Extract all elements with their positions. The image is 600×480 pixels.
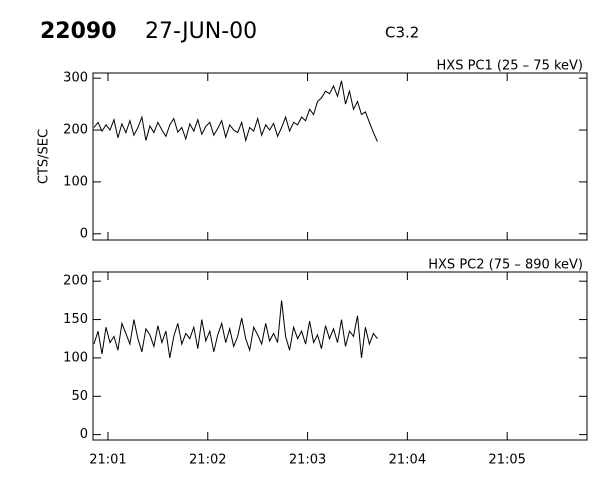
event-id: 22090	[40, 19, 117, 44]
y-axis-label: CTS/SEC	[37, 129, 52, 184]
panel-title: HXS PC2 (75 – 890 keV)	[428, 258, 583, 273]
plot-frame	[92, 72, 588, 241]
y-tick-label: 0	[80, 226, 88, 241]
x-tick-label: 21:03	[289, 453, 326, 468]
y-tick-label: 50	[71, 389, 88, 404]
y-tick-label: 200	[63, 123, 88, 138]
panel-title: HXS PC1 (25 – 75 keV)	[437, 59, 583, 74]
plot-frame	[92, 271, 588, 441]
x-tick-label: 21:05	[488, 453, 525, 468]
x-tick-label: 21:01	[89, 453, 126, 468]
y-tick-label: 100	[63, 350, 88, 365]
y-tick-label: 150	[63, 312, 88, 327]
y-tick-label: 0	[80, 427, 88, 442]
flare-class: C3.2	[385, 24, 419, 42]
event-date: 27-JUN-00	[145, 19, 257, 44]
data-line	[93, 80, 378, 143]
x-tick-label: 21:04	[389, 453, 426, 468]
data-line	[93, 300, 378, 358]
y-tick-label: 200	[63, 274, 88, 289]
x-tick-label: 21:02	[189, 453, 226, 468]
y-tick-label: 300	[63, 71, 88, 86]
y-tick-label: 100	[63, 174, 88, 189]
